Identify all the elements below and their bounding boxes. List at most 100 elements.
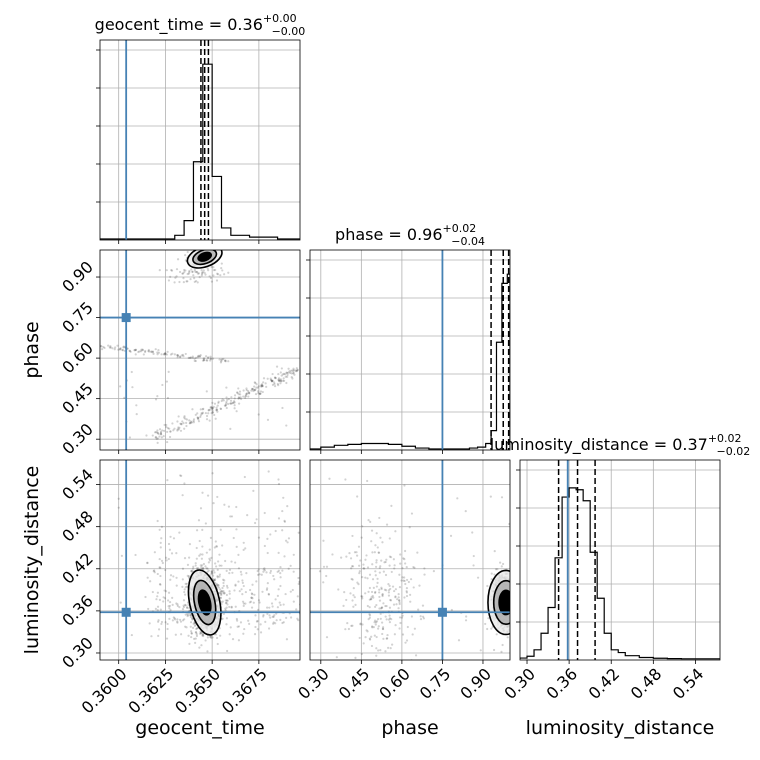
sample-point <box>379 617 382 620</box>
sample-point <box>100 348 104 351</box>
sample-point <box>157 628 161 631</box>
sample-point <box>421 615 425 618</box>
sample-point <box>378 591 381 594</box>
sample-point <box>374 590 377 594</box>
sample-point <box>403 549 407 553</box>
sample-point <box>351 624 354 627</box>
sample-point <box>416 551 419 554</box>
sample-point <box>162 353 166 356</box>
sample-point <box>207 412 210 415</box>
sample-point <box>193 359 196 362</box>
sample-point <box>290 369 294 372</box>
sample-point <box>397 596 400 599</box>
sample-point <box>364 558 367 561</box>
sample-point <box>189 614 192 617</box>
sample-point <box>278 379 281 382</box>
sample-point <box>145 434 148 437</box>
sample-point <box>515 581 517 583</box>
sample-point <box>178 270 182 274</box>
sample-point <box>111 347 114 350</box>
sample-point <box>219 596 222 600</box>
sample-point <box>374 570 377 573</box>
sample-point <box>345 598 348 602</box>
sample-point <box>245 392 249 395</box>
sample-point <box>472 554 475 558</box>
sample-point <box>200 557 203 560</box>
sample-point <box>194 631 197 634</box>
sample-point <box>506 636 509 639</box>
sample-point <box>220 399 223 403</box>
sample-point <box>219 528 222 531</box>
sample-point <box>225 606 228 609</box>
sample-point <box>378 599 382 602</box>
sample-point <box>157 619 160 622</box>
sample-point <box>476 576 480 579</box>
sample-point <box>270 379 274 383</box>
sample-point <box>171 596 174 599</box>
sample-point <box>160 353 163 356</box>
sample-point <box>209 635 213 638</box>
sample-point <box>216 642 219 646</box>
sample-point <box>225 386 228 389</box>
sample-point <box>185 421 188 424</box>
sample-point <box>165 423 168 427</box>
sample-point <box>512 589 514 591</box>
sample-point <box>275 619 278 622</box>
sample-point <box>489 495 492 498</box>
sample-point <box>394 588 397 591</box>
sample-point <box>206 494 210 497</box>
sample-point <box>289 369 292 372</box>
sample-point <box>295 367 298 370</box>
sample-point <box>255 620 259 623</box>
sample-point <box>214 268 217 272</box>
sample-point <box>175 584 178 587</box>
sample-point <box>322 565 326 568</box>
sample-point <box>261 390 264 394</box>
title-prefix: luminosity_distance = <box>490 435 672 455</box>
sample-point <box>225 623 228 626</box>
sample-point <box>184 269 187 272</box>
sample-point <box>232 400 236 403</box>
sample-point <box>379 649 382 652</box>
sample-point <box>285 638 289 641</box>
sample-point <box>204 273 207 276</box>
sample-point <box>210 280 214 283</box>
sample-point <box>250 606 254 609</box>
sample-point <box>257 391 260 395</box>
sample-point <box>513 595 515 597</box>
sample-point <box>378 588 381 591</box>
sample-point <box>378 571 381 574</box>
sample-point <box>271 605 274 608</box>
sample-point <box>237 397 240 400</box>
sample-point <box>246 514 249 517</box>
sample-point <box>373 551 376 554</box>
y-tick-label: 0.48 <box>58 507 97 546</box>
sample-point <box>156 591 159 594</box>
sample-point <box>254 388 257 391</box>
sample-point <box>174 276 177 279</box>
sample-point <box>172 575 175 578</box>
panel-border <box>309 249 511 451</box>
sample-point <box>222 591 225 594</box>
sample-point <box>279 382 282 385</box>
sample-point <box>450 608 453 612</box>
sample-point <box>152 570 155 573</box>
sample-point <box>271 372 274 376</box>
sample-point <box>159 433 163 436</box>
sample-point <box>423 573 426 576</box>
sample-point <box>384 560 387 564</box>
sample-point <box>211 406 214 410</box>
sample-point <box>168 617 171 620</box>
sample-point <box>387 646 390 649</box>
sample-point <box>157 432 160 436</box>
sample-point <box>202 633 205 637</box>
sample-point <box>241 581 244 584</box>
sample-point <box>178 280 181 284</box>
sample-point <box>158 435 161 438</box>
sample-point <box>515 607 517 609</box>
sample-point <box>167 591 171 594</box>
sample-point <box>155 437 158 440</box>
sample-point <box>226 649 229 653</box>
sample-point <box>173 353 176 356</box>
sample-point <box>204 639 207 642</box>
